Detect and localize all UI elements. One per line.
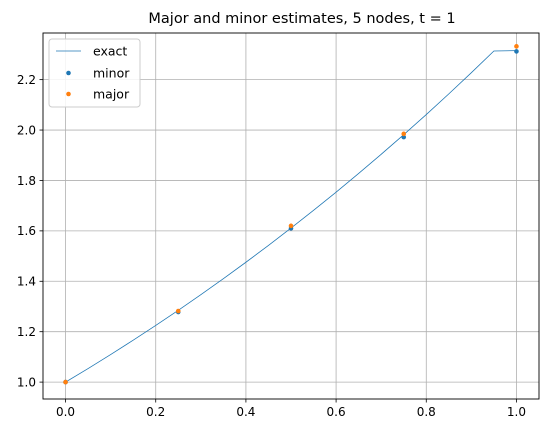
legend-major-marker — [66, 91, 71, 97]
x-tick-label: 0.8 — [417, 405, 436, 419]
series-major-point — [63, 379, 68, 385]
series-major-point — [288, 223, 294, 229]
legend-minor-marker — [66, 70, 71, 76]
y-tick-label: 1.8 — [17, 174, 36, 188]
grid — [43, 33, 539, 399]
series-layer — [63, 44, 519, 385]
legend-major-label: major — [93, 87, 130, 102]
y-tick-label: 1.4 — [17, 275, 36, 289]
axes-frame — [42, 32, 540, 400]
series-major-point — [175, 308, 181, 314]
ticks: 0.0 0.2 0.4 0.6 0.8 1.0 1.0 1.2 1.4 1.6 1.8 2.0 2.2 — [17, 73, 526, 419]
y-tick-label: 2.0 — [17, 123, 36, 137]
x-tick-label: 0.2 — [146, 405, 165, 419]
y-tick-label: 2.2 — [17, 73, 36, 87]
series-major-point — [401, 131, 407, 137]
x-tick-label: 1.0 — [507, 405, 526, 419]
y-tick-label: 1.0 — [17, 375, 36, 389]
x-tick-label: 0.0 — [56, 405, 75, 419]
legend-box — [48, 38, 141, 108]
x-tick-label: 0.6 — [327, 405, 346, 419]
legend-minor-label: minor — [93, 66, 130, 81]
series-minor-point — [514, 49, 519, 54]
series-major-point — [514, 44, 519, 49]
series-minor-point — [401, 134, 407, 140]
y-tick-label: 1.6 — [17, 224, 36, 238]
legend: exact minor major — [48, 38, 141, 108]
x-tick-label: 0.4 — [236, 405, 255, 419]
y-tick-label: 1.2 — [17, 325, 36, 339]
legend-exact-label: exact — [93, 44, 127, 59]
chart-title: Major and minor estimates, 5 nodes, t = … — [148, 11, 455, 27]
